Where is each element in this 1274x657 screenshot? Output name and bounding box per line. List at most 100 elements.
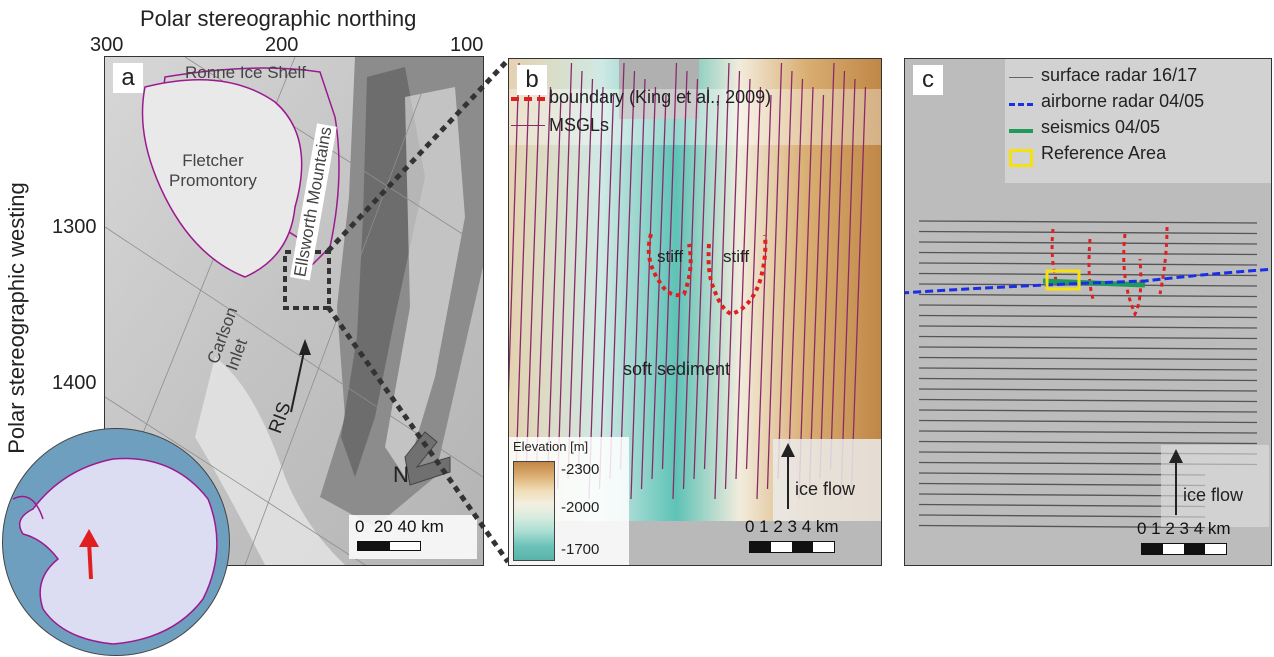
legend-reference-area: Reference Area [1041, 143, 1167, 163]
panel-b-map: b boundary (King et al., 2009) MSGLs sti… [508, 58, 882, 566]
msgl-line [850, 86, 867, 490]
northing-tick-200: 200 [265, 34, 299, 56]
msgl-line [509, 62, 520, 398]
radar-line [918, 314, 1258, 319]
panel-c-survey [905, 220, 1271, 529]
panel-b-scalebar-label: 0 1 2 3 4 km [745, 517, 839, 536]
panel-c-scalebar: 0 1 2 3 4 km [1137, 517, 1271, 565]
panel-c-ice-flow: ice flow [1161, 445, 1269, 527]
panel-c-letter: c [913, 65, 943, 95]
panel-c-scalebar-label: 0 1 2 3 4 km [1137, 519, 1231, 538]
legend-msgls: MSGLs [549, 115, 610, 135]
msgl-line [672, 70, 688, 500]
panel-b-letter: b [517, 65, 547, 95]
msgl-line [630, 78, 646, 500]
radar-line [918, 514, 1206, 518]
colorbar-tick-mid: -2000 [561, 499, 600, 516]
panel-b-scalebar: 0 1 2 3 4 km [745, 515, 881, 565]
msgl-line [745, 86, 762, 470]
msgl-line [756, 94, 772, 500]
msgl-line [735, 78, 751, 480]
radar-line [918, 440, 1258, 445]
radar-line [918, 241, 1258, 245]
msgl-line [619, 70, 636, 470]
msgl-line [777, 70, 793, 480]
radar-line [918, 503, 1206, 508]
antarctica-inset [2, 428, 230, 656]
radar-line [918, 482, 1206, 487]
msgl-line [588, 86, 604, 500]
westing-tick-1400: 1400 [52, 372, 97, 394]
msgl-line [724, 70, 741, 490]
radar-line [918, 524, 1206, 529]
panel-a-scalebar: 0 20 40 km [349, 515, 477, 559]
msgl-line [546, 94, 562, 500]
msgl-line [787, 78, 804, 470]
top-axis-title: Polar stereographic northing [140, 6, 417, 31]
msgl-line [525, 78, 541, 480]
panel-b-ice-flow: ice flow [773, 439, 881, 521]
msgl-line [766, 62, 783, 490]
msgl-line [651, 94, 667, 480]
msgl-line [567, 70, 583, 480]
panel-c-legend: surface radar 16/17 airborne radar 04/05… [1005, 59, 1271, 183]
msgl-line [535, 86, 552, 470]
msgl-line [840, 78, 856, 500]
radar-line [918, 356, 1258, 361]
label-stiff-left: stiff [657, 247, 684, 266]
radar-line [918, 419, 1258, 424]
radar-line [918, 493, 1206, 497]
msgl-line [819, 62, 835, 480]
radar-line [918, 335, 1258, 340]
panel-a-letter: a [113, 63, 143, 93]
legend-airborne-radar: airborne radar 04/05 [1041, 91, 1205, 111]
colorbar-tick-bottom: -1700 [561, 541, 600, 558]
legend-surface-radar: surface radar 16/17 [1041, 65, 1198, 85]
colorbar-tick-top: -2300 [561, 461, 600, 478]
label-fletcher-promontory: Fletcher Promontory [169, 151, 257, 190]
msgl-line [598, 94, 615, 490]
radar-line [918, 377, 1258, 382]
radar-line [918, 251, 1258, 256]
msgl-line [693, 86, 709, 480]
northing-tick-300: 300 [90, 34, 124, 56]
radar-line [918, 367, 1258, 371]
radar-line [918, 346, 1258, 350]
westing-tick-1300: 1300 [52, 216, 97, 238]
legend-boundary: boundary (King et al., 2009) [549, 87, 772, 107]
radar-line [918, 409, 1258, 413]
msgl-line [798, 86, 814, 500]
radar-line [918, 472, 1206, 476]
radar-line [918, 325, 1258, 329]
msgl-line [682, 78, 699, 490]
msgl-line [661, 62, 678, 470]
legend-seismics: seismics 04/05 [1041, 117, 1161, 137]
label-ronne-ice-shelf: Ronne Ice Shelf [185, 63, 306, 82]
radar-line [918, 220, 1258, 224]
panel-a-scalebar-label: 0 20 40 km [355, 517, 444, 536]
msgl-line [556, 62, 573, 490]
antarctica-inset-svg [12, 457, 218, 645]
radar-line [918, 388, 1258, 392]
label-stiff-right: stiff [723, 247, 750, 266]
northing-tick-100: 100 [450, 34, 484, 56]
msgl-line [808, 94, 825, 490]
radar-line [918, 230, 1258, 235]
msgl-line [703, 94, 720, 470]
colorbar-title: Elevation [m] [513, 439, 589, 454]
panel-b-legend: boundary (King et al., 2009) MSGLs [509, 87, 881, 145]
msgl-line [514, 70, 531, 490]
radar-line [918, 293, 1258, 298]
label-soft-sediment: soft sediment [623, 359, 731, 379]
label-north: N [393, 462, 409, 487]
radar-line [918, 430, 1258, 434]
panel-b-ice-flow-label: ice flow [795, 479, 856, 499]
radar-line [918, 398, 1258, 403]
surface-radar-lines [918, 220, 1258, 529]
panel-c-ice-flow-label: ice flow [1183, 485, 1244, 505]
elevation-colorbar: Elevation [m] -2300 -2000 -1700 [509, 437, 629, 565]
msgl-line [609, 62, 625, 480]
radar-line [918, 304, 1258, 308]
left-axis-title: Polar stereographic westing [4, 182, 29, 454]
msgl-line [577, 78, 594, 470]
